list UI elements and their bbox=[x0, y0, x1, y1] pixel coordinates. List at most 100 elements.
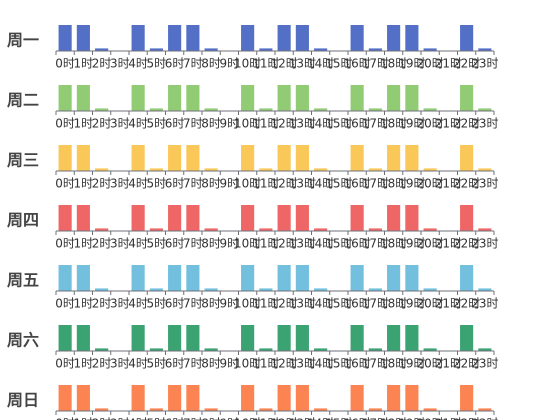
x-tick-label: 15时 bbox=[325, 177, 352, 191]
x-tick-label: 16时 bbox=[343, 297, 370, 311]
bar bbox=[350, 205, 364, 231]
x-tick-label: 11时 bbox=[252, 357, 279, 371]
bar bbox=[460, 325, 474, 351]
x-tick-label: 19时 bbox=[398, 417, 425, 420]
bar bbox=[295, 25, 309, 51]
x-tick-label: 0时 bbox=[55, 177, 75, 191]
bar bbox=[277, 145, 291, 171]
bar bbox=[204, 348, 218, 351]
x-tick-label: 17时 bbox=[362, 417, 389, 420]
x-tick-label: 11时 bbox=[252, 57, 279, 71]
bar bbox=[405, 265, 419, 291]
x-tick-label: 4时 bbox=[128, 417, 148, 420]
x-tick-label: 0时 bbox=[55, 117, 75, 131]
bar bbox=[149, 228, 163, 231]
bar bbox=[259, 168, 273, 171]
x-tick-label: 12时 bbox=[270, 237, 297, 251]
x-tick-label: 14时 bbox=[307, 177, 334, 191]
x-tick-label: 20时 bbox=[416, 417, 443, 420]
x-tick-label: 13时 bbox=[289, 357, 316, 371]
x-tick-label: 10时 bbox=[234, 357, 261, 371]
bar bbox=[168, 85, 182, 111]
x-tick-label: 7时 bbox=[183, 177, 203, 191]
x-tick-label: 11时 bbox=[252, 297, 279, 311]
x-tick-label: 4时 bbox=[128, 357, 148, 371]
bar bbox=[350, 25, 364, 51]
x-tick-label: 18时 bbox=[380, 237, 407, 251]
bar bbox=[58, 85, 72, 111]
bar bbox=[387, 205, 401, 231]
x-tick-label: 22时 bbox=[453, 57, 480, 71]
x-tick-label: 7时 bbox=[183, 417, 203, 420]
bar bbox=[259, 288, 273, 291]
bar bbox=[131, 145, 145, 171]
bar bbox=[58, 205, 72, 231]
x-tick-label: 1时 bbox=[74, 297, 94, 311]
bar bbox=[204, 408, 218, 411]
bar bbox=[405, 85, 419, 111]
x-tick-label: 14时 bbox=[307, 237, 334, 251]
x-tick-label: 8时 bbox=[201, 417, 221, 420]
x-tick-label: 13时 bbox=[289, 237, 316, 251]
x-tick-label: 2时 bbox=[92, 297, 112, 311]
bar bbox=[131, 265, 145, 291]
bar bbox=[405, 25, 419, 51]
x-tick-label: 11时 bbox=[252, 417, 279, 420]
x-tick-label: 8时 bbox=[201, 237, 221, 251]
x-tick-label: 0时 bbox=[55, 417, 75, 420]
bar bbox=[131, 25, 145, 51]
bar bbox=[350, 385, 364, 411]
x-tick-label: 14时 bbox=[307, 117, 334, 131]
x-tick-label: 12时 bbox=[270, 57, 297, 71]
bar bbox=[295, 265, 309, 291]
x-tick-label: 18时 bbox=[380, 297, 407, 311]
x-tick-label: 23时 bbox=[471, 357, 498, 371]
x-tick-label: 15时 bbox=[325, 417, 352, 420]
x-tick-label: 3时 bbox=[110, 177, 130, 191]
bar bbox=[460, 205, 474, 231]
bar bbox=[277, 325, 291, 351]
x-tick-label: 8时 bbox=[201, 117, 221, 131]
bar bbox=[259, 408, 273, 411]
x-tick-label: 23时 bbox=[471, 417, 498, 420]
bar bbox=[368, 228, 382, 231]
bar bbox=[95, 108, 109, 111]
x-tick-label: 13时 bbox=[289, 297, 316, 311]
x-tick-label: 0时 bbox=[55, 297, 75, 311]
bar bbox=[423, 48, 437, 51]
bar bbox=[478, 408, 492, 411]
bar bbox=[168, 25, 182, 51]
bar bbox=[168, 265, 182, 291]
x-tick-label: 23时 bbox=[471, 177, 498, 191]
bar bbox=[259, 48, 273, 51]
bar bbox=[350, 325, 364, 351]
bar bbox=[423, 348, 437, 351]
bar bbox=[387, 325, 401, 351]
bar bbox=[277, 205, 291, 231]
x-tick-label: 5时 bbox=[147, 57, 167, 71]
x-tick-label: 3时 bbox=[110, 357, 130, 371]
x-tick-label: 4时 bbox=[128, 117, 148, 131]
x-tick-label: 16时 bbox=[343, 57, 370, 71]
x-tick-label: 22时 bbox=[453, 357, 480, 371]
bar bbox=[478, 168, 492, 171]
bar bbox=[350, 85, 364, 111]
bar bbox=[131, 85, 145, 111]
bar bbox=[478, 108, 492, 111]
bar bbox=[387, 385, 401, 411]
bar bbox=[405, 325, 419, 351]
x-tick-label: 6时 bbox=[165, 297, 185, 311]
x-tick-label: 18时 bbox=[380, 177, 407, 191]
x-tick-label: 6时 bbox=[165, 237, 185, 251]
x-tick-label: 5时 bbox=[147, 177, 167, 191]
x-tick-label: 12时 bbox=[270, 177, 297, 191]
x-tick-label: 1时 bbox=[74, 177, 94, 191]
x-tick-label: 0时 bbox=[55, 237, 75, 251]
x-tick-label: 4时 bbox=[128, 297, 148, 311]
bar bbox=[368, 108, 382, 111]
bar bbox=[314, 48, 328, 51]
bar bbox=[58, 25, 72, 51]
bar bbox=[478, 288, 492, 291]
bar bbox=[295, 385, 309, 411]
bar bbox=[241, 385, 255, 411]
